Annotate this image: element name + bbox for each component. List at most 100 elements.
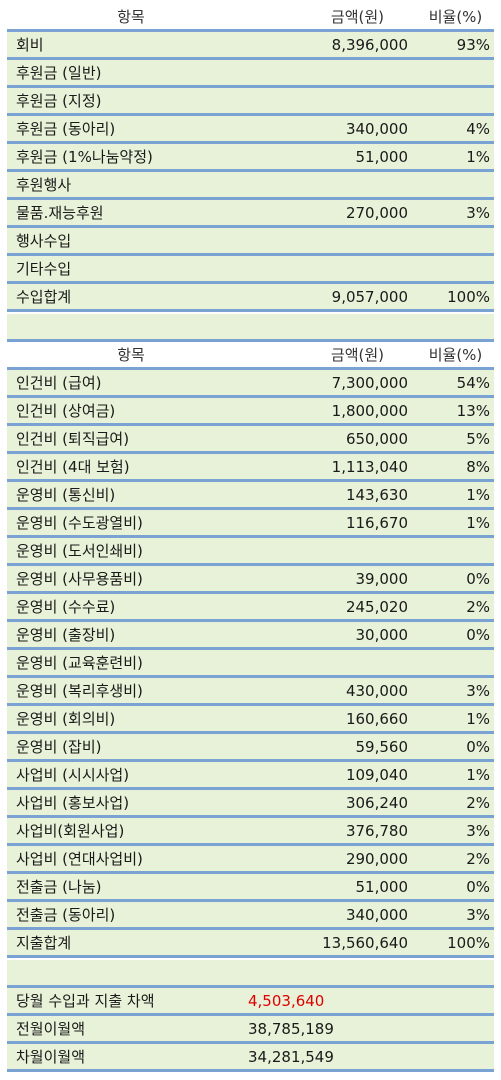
item-name: 전월이월액 xyxy=(7,1014,239,1044)
table-row: 운영비 (사무용품비) 39,000 0% xyxy=(7,564,494,594)
item-name: 운영비 (출장비) xyxy=(7,620,239,650)
item-name: 운영비 (도서인쇄비) xyxy=(7,536,239,566)
table-row: 기타수입 xyxy=(7,254,494,284)
header-ratio: 비율(%) xyxy=(412,342,494,370)
table-row: 행사수입 xyxy=(7,226,494,256)
item-name: 전출금 (동아리) xyxy=(7,900,239,930)
summary-row: 차월이월액 34,281,549 xyxy=(7,1042,494,1072)
item-ratio: 1% xyxy=(412,142,494,172)
item-name: 사업비 (시시사업) xyxy=(7,760,239,790)
item-ratio: 2% xyxy=(412,788,494,818)
item-amount: 650,000 xyxy=(239,424,412,454)
table-row: 후원행사 xyxy=(7,170,494,200)
item-ratio xyxy=(412,536,494,566)
item-name: 운영비 (회의비) xyxy=(7,704,239,734)
header-amount: 금액(원) xyxy=(239,342,412,370)
item-name: 당월 수입과 지출 차액 xyxy=(7,988,239,1016)
table-row: 후원금 (1%나눔약정) 51,000 1% xyxy=(7,142,494,172)
item-amount: 8,396,000 xyxy=(239,30,412,60)
item-amount: 290,000 xyxy=(239,844,412,874)
table-row: 후원금 (지정) xyxy=(7,86,494,116)
item-ratio xyxy=(412,58,494,88)
item-ratio: 100% xyxy=(412,928,494,958)
item-name: 운영비 (통신비) xyxy=(7,480,239,510)
item-ratio: 0% xyxy=(412,620,494,650)
item-name: 운영비 (교육훈련비) xyxy=(7,648,239,678)
table-row: 전출금 (나눔) 51,000 0% xyxy=(7,872,494,902)
table-row: 사업비 (연대사업비) 290,000 2% xyxy=(7,844,494,874)
item-name: 후원금 (일반) xyxy=(7,58,239,88)
item-amount: 51,000 xyxy=(239,872,412,902)
table-row: 운영비 (잡비) 59,560 0% xyxy=(7,732,494,762)
table-row: 전출금 (동아리) 340,000 3% xyxy=(7,900,494,930)
item-name: 후원금 (동아리) xyxy=(7,114,239,144)
header-amount: 금액(원) xyxy=(239,4,412,32)
item-amount: 1,113,040 xyxy=(239,452,412,482)
item-name: 물품.재능후원 xyxy=(7,198,239,228)
item-amount: 160,660 xyxy=(239,704,412,734)
summary-table: 당월 수입과 지출 차액 4,503,640 전월이월액 38,785,189 차월이월… xyxy=(7,988,494,1072)
header-ratio: 비율(%) xyxy=(412,4,494,32)
table-row: 인건비 (퇴직급여) 650,000 5% xyxy=(7,424,494,454)
item-amount: 430,000 xyxy=(239,676,412,706)
table-row: 운영비 (교육훈련비) xyxy=(7,648,494,678)
item-name: 기타수입 xyxy=(7,254,239,284)
item-ratio: 4% xyxy=(412,114,494,144)
item-name: 회비 xyxy=(7,30,239,60)
item-amount: 340,000 xyxy=(239,900,412,930)
item-ratio: 54% xyxy=(412,368,494,398)
item-ratio: 5% xyxy=(412,424,494,454)
expense-table: 항목 금액(원) 비율(%) 인건비 (급여) 7,300,000 54% 인건비 (… xyxy=(7,342,494,958)
item-amount xyxy=(239,226,412,256)
item-amount: 39,000 xyxy=(239,564,412,594)
item-amount: 306,240 xyxy=(239,788,412,818)
item-name: 지출합계 xyxy=(7,928,239,958)
item-name: 운영비 (복리후생비) xyxy=(7,676,239,706)
table-row: 운영비 (수도광열비) 116,670 1% xyxy=(7,508,494,538)
table-row: 회비 8,396,000 93% xyxy=(7,30,494,60)
item-ratio: 0% xyxy=(412,732,494,762)
item-ratio xyxy=(412,86,494,116)
item-name: 운영비 (수도광열비) xyxy=(7,508,239,538)
table-row: 운영비 (출장비) 30,000 0% xyxy=(7,620,494,650)
table-row: 사업비 (시시사업) 109,040 1% xyxy=(7,760,494,790)
item-name: 인건비 (상여금) xyxy=(7,396,239,426)
header-item: 항목 xyxy=(7,4,239,32)
item-ratio xyxy=(412,226,494,256)
expense-header-row: 항목 금액(원) 비율(%) xyxy=(7,342,494,370)
item-name: 후원금 (지정) xyxy=(7,86,239,116)
item-amount: 51,000 xyxy=(239,142,412,172)
item-ratio: 3% xyxy=(412,900,494,930)
item-amount: 59,560 xyxy=(239,732,412,762)
item-name: 전출금 (나눔) xyxy=(7,872,239,902)
section-spacer xyxy=(7,314,494,342)
item-ratio xyxy=(412,1042,494,1072)
item-name: 수입합계 xyxy=(7,282,239,312)
item-name: 행사수입 xyxy=(7,226,239,256)
item-amount: 116,670 xyxy=(239,508,412,538)
item-name: 인건비 (급여) xyxy=(7,368,239,398)
item-name: 인건비 (4대 보험) xyxy=(7,452,239,482)
summary-row: 당월 수입과 지출 차액 4,503,640 xyxy=(7,988,494,1016)
table-row: 인건비 (4대 보험) 1,113,040 8% xyxy=(7,452,494,482)
table-row: 인건비 (상여금) 1,800,000 13% xyxy=(7,396,494,426)
item-ratio: 8% xyxy=(412,452,494,482)
item-ratio xyxy=(412,648,494,678)
table-row: 물품.재능후원 270,000 3% xyxy=(7,198,494,228)
item-ratio xyxy=(412,1014,494,1044)
section-spacer xyxy=(7,960,494,988)
item-amount: 7,300,000 xyxy=(239,368,412,398)
table-row: 후원금 (동아리) 340,000 4% xyxy=(7,114,494,144)
table-row: 사업비 (홍보사업) 306,240 2% xyxy=(7,788,494,818)
item-name: 후원금 (1%나눔약정) xyxy=(7,142,239,172)
item-ratio: 2% xyxy=(412,844,494,874)
item-name: 후원행사 xyxy=(7,170,239,200)
table-row: 운영비 (복리후생비) 430,000 3% xyxy=(7,676,494,706)
item-amount: 1,800,000 xyxy=(239,396,412,426)
item-amount: 270,000 xyxy=(239,198,412,228)
item-ratio xyxy=(412,988,494,1016)
item-ratio xyxy=(412,254,494,284)
item-amount: 376,780 xyxy=(239,816,412,846)
item-ratio: 13% xyxy=(412,396,494,426)
